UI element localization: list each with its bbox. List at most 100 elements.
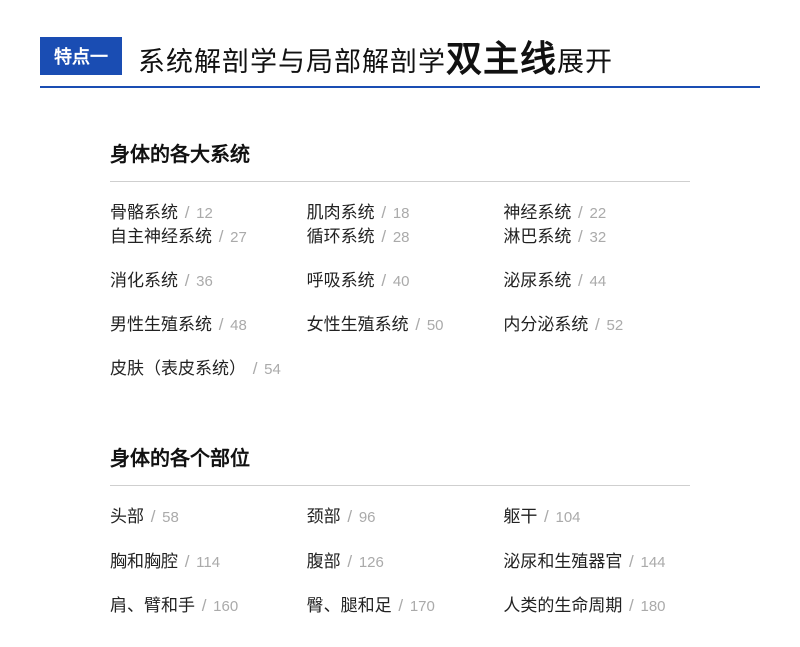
toc-item: 肩、臂和手 / 160 (110, 595, 297, 617)
item-label: 肩、臂和手 (110, 596, 195, 615)
toc-item: 躯干 / 104 (503, 506, 690, 528)
page-number: 126 (359, 554, 384, 571)
item-label: 人类的生命周期 (503, 596, 622, 615)
page-number: 180 (641, 598, 666, 615)
separator: / (146, 507, 160, 526)
content-row: 肩、臂和手 / 160 臀、腿和足 / 170 人类的生命周期 / 180 (110, 595, 690, 617)
content-row: 胸和胸腔 / 114 腹部 / 126 泌尿和生殖器官 / 144 (110, 551, 690, 573)
content-row: 男性生殖系统 / 48 女性生殖系统 / 50 内分泌系统 / 52 (110, 314, 690, 336)
content-row: 自主神经系统 / 27 循环系统 / 28 淋巴系统 / 32 (110, 226, 690, 248)
page-number: 18 (393, 205, 410, 222)
page-number: 12 (196, 205, 213, 222)
section-title: 身体的各大系统 (110, 138, 690, 167)
section-title: 身体的各个部位 (110, 442, 690, 471)
toc-item: 淋巴系统 / 32 (503, 226, 690, 248)
toc-item: 自主神经系统 / 27 (110, 226, 297, 248)
item-label: 骨骼系统 (110, 203, 178, 222)
toc-item: 肌肉系统 / 18 (307, 202, 494, 224)
separator: / (411, 315, 425, 334)
page-number: 96 (359, 509, 376, 526)
page-number: 54 (264, 361, 281, 378)
toc-item: 女性生殖系统 / 50 (307, 314, 494, 336)
separator: / (377, 227, 391, 246)
feature-badge: 特点一 (40, 37, 122, 75)
toc-item: 循环系统 / 28 (307, 226, 494, 248)
separator: / (180, 271, 194, 290)
toc-item: 皮肤（表皮系统） / 54 (110, 358, 297, 380)
page-number: 104 (556, 509, 581, 526)
section-divider (110, 485, 690, 486)
separator: / (343, 552, 357, 571)
item-label: 自主神经系统 (110, 227, 212, 246)
toc-item: 腹部 / 126 (307, 551, 494, 573)
toc-item: 呼吸系统 / 40 (307, 270, 494, 292)
content-row: 皮肤（表皮系统） / 54 (110, 358, 690, 380)
page-number: 58 (162, 509, 179, 526)
toc-item: 内分泌系统 / 52 (503, 314, 690, 336)
section: 身体的各个部位头部 / 58 颈部 / 96 躯干 / 104 胸和胸腔 / 114 腹… (40, 442, 760, 616)
page-number: 27 (230, 229, 247, 246)
title-suffix: 展开 (557, 47, 613, 77)
page-number: 44 (590, 273, 607, 290)
page-number: 170 (410, 598, 435, 615)
item-label: 男性生殖系统 (110, 315, 212, 334)
item-label: 泌尿和生殖器官 (503, 552, 622, 571)
toc-item: 胸和胸腔 / 114 (110, 551, 297, 573)
page-number: 22 (590, 205, 607, 222)
toc-item: 消化系统 / 36 (110, 270, 297, 292)
toc-item: 骨骼系统 / 12 (110, 202, 297, 224)
item-label: 头部 (110, 507, 144, 526)
separator: / (573, 203, 587, 222)
item-label: 臀、腿和足 (307, 596, 392, 615)
content-row: 消化系统 / 36 呼吸系统 / 40 泌尿系统 / 44 (110, 270, 690, 292)
page-number: 48 (230, 317, 247, 334)
item-label: 躯干 (503, 507, 537, 526)
separator: / (539, 507, 553, 526)
separator: / (214, 315, 228, 334)
page-number: 50 (427, 317, 444, 334)
toc-item: 臀、腿和足 / 170 (307, 595, 494, 617)
item-label: 皮肤（表皮系统） (110, 359, 246, 378)
separator: / (394, 596, 408, 615)
item-label: 泌尿系统 (503, 271, 571, 290)
page-number: 114 (196, 554, 220, 571)
toc-item: 泌尿系统 / 44 (503, 270, 690, 292)
title-prefix: 系统解剖学与局部解剖学 (138, 47, 446, 77)
item-label: 腹部 (307, 552, 341, 571)
item-label: 呼吸系统 (307, 271, 375, 290)
separator: / (377, 271, 391, 290)
section-gap (40, 402, 760, 442)
item-label: 胸和胸腔 (110, 552, 178, 571)
toc-item: 头部 / 58 (110, 506, 297, 528)
toc-item: 泌尿和生殖器官 / 144 (503, 551, 690, 573)
page-number: 32 (590, 229, 607, 246)
page-number: 40 (393, 273, 410, 290)
item-label: 颈部 (307, 507, 341, 526)
title-emphasis: 双主线 (446, 38, 557, 79)
toc-item: 男性生殖系统 / 48 (110, 314, 297, 336)
content-row: 头部 / 58 颈部 / 96 躯干 / 104 (110, 506, 690, 528)
separator: / (180, 552, 194, 571)
page-title: 系统解剖学与局部解剖学双主线展开 (138, 30, 613, 82)
separator: / (573, 227, 587, 246)
separator: / (624, 596, 638, 615)
item-label: 女性生殖系统 (307, 315, 409, 334)
separator: / (590, 315, 604, 334)
item-label: 循环系统 (307, 227, 375, 246)
header-underline (40, 86, 760, 88)
separator: / (573, 271, 587, 290)
item-label: 淋巴系统 (503, 227, 571, 246)
separator: / (377, 203, 391, 222)
separator: / (248, 359, 262, 378)
sections-container: 身体的各大系统骨骼系统 / 12肌肉系统 / 18神经系统 / 22自主神经系统… (40, 138, 760, 617)
separator: / (343, 507, 357, 526)
page-number: 28 (393, 229, 410, 246)
section-divider (110, 181, 690, 182)
separator: / (197, 596, 211, 615)
toc-item: 神经系统 / 22 (503, 202, 690, 224)
item-label: 神经系统 (503, 203, 571, 222)
page-number: 160 (213, 598, 238, 615)
page-number: 36 (196, 273, 213, 290)
page-number: 52 (607, 317, 624, 334)
section: 身体的各大系统骨骼系统 / 12肌肉系统 / 18神经系统 / 22自主神经系统… (40, 138, 760, 380)
